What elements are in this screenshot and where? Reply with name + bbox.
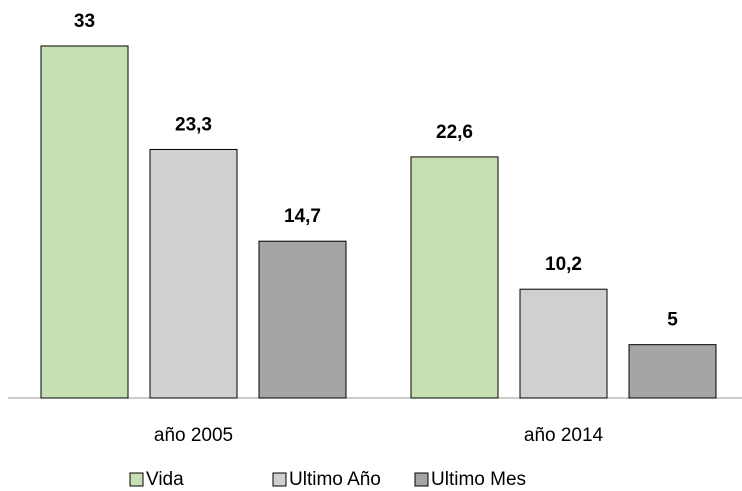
legend-swatch [272,472,287,487]
bar [628,344,717,399]
legend-label: Ultimo Mes [431,469,526,490]
value-label: 23,3 [175,114,212,135]
legend-swatch [414,472,429,487]
value-label: 14,7 [284,206,321,227]
bar [149,148,238,399]
legend-label: Vida [146,469,184,490]
bar [519,288,608,399]
x-tick-label: año 2014 [524,425,604,446]
value-label: 5 [667,310,678,331]
value-label: 22,6 [436,122,473,143]
bar [258,240,347,399]
value-label: 10,2 [545,254,582,275]
x-tick-label: año 2005 [154,425,233,446]
bar [410,156,499,399]
legend-swatch [129,472,144,487]
legend-label: Ultimo Año [289,469,381,490]
bar [40,45,129,399]
value-label: 33 [74,11,95,32]
